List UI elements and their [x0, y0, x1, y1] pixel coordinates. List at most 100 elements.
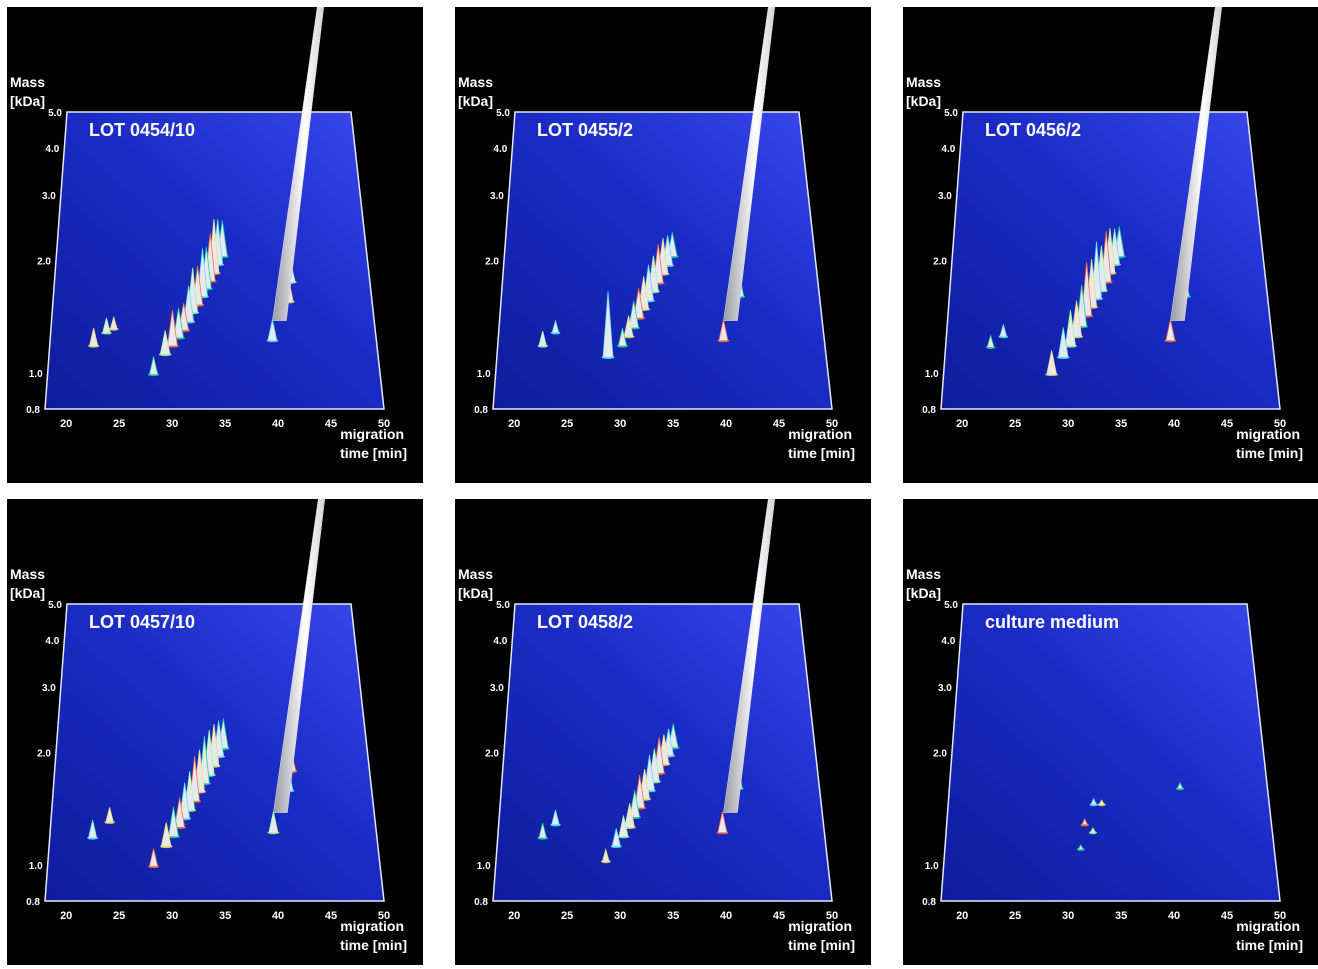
x-tick-label: 40	[1168, 418, 1180, 430]
x-tick-label: 45	[1221, 418, 1233, 430]
y-tick-label: 5.0	[48, 108, 62, 119]
y-axis-title: Mass	[906, 566, 941, 582]
y-tick-label: 4.0	[493, 144, 507, 155]
x-axis-title: migration	[1236, 918, 1300, 934]
y-axis-title: Mass	[458, 566, 493, 582]
x-tick-label: 45	[773, 418, 785, 430]
x-tick-label: 20	[60, 910, 72, 922]
y-tick-label: 1.0	[29, 369, 43, 380]
chart-svg: 0.8 1.0 2.0 3.0 4.0 5.0 20 25 30 35 40 45 50 Mass [kDa…	[7, 7, 423, 483]
x-tick-label: 35	[667, 418, 679, 430]
y-tick-label: 4.0	[941, 636, 955, 647]
x-tick-label: 40	[1168, 910, 1180, 922]
y-tick-label: 0.8	[474, 405, 488, 416]
x-axis-title: migration	[340, 426, 404, 442]
x-axis-title: migration	[340, 918, 404, 934]
y-tick-label: 4.0	[493, 636, 507, 647]
y-tick-label: 3.0	[42, 683, 56, 694]
chart-svg: 0.8 1.0 2.0 3.0 4.0 5.0 20 25 30 35 40 45 50 Mass [kDa…	[455, 7, 871, 483]
x-tick-label: 30	[1062, 418, 1074, 430]
x-axis-unit: time [min]	[340, 937, 407, 953]
x-tick-label: 25	[1009, 418, 1021, 430]
y-tick-label: 2.0	[933, 749, 947, 760]
x-tick-label: 45	[1221, 910, 1233, 922]
y-tick-label: 0.8	[474, 897, 488, 908]
chart-panel-4: 0.8 1.0 2.0 3.0 4.0 5.0 20 25 30 35 40 45 50 Mass [kDa…	[7, 499, 423, 965]
y-axis-title: Mass	[10, 74, 45, 90]
x-tick-label: 20	[508, 418, 520, 430]
y-axis-unit: [kDa]	[458, 585, 493, 601]
y-tick-label: 0.8	[26, 405, 40, 416]
y-tick-label: 3.0	[490, 191, 504, 202]
x-tick-label: 25	[113, 418, 125, 430]
y-tick-label: 4.0	[45, 636, 59, 647]
chart-panel-2: 0.8 1.0 2.0 3.0 4.0 5.0 20 25 30 35 40 45 50 Mass [kDa…	[455, 7, 871, 483]
y-axis-unit: [kDa]	[10, 93, 45, 109]
chart-svg: 0.8 1.0 2.0 3.0 4.0 5.0 20 25 30 35 40 45 50 Mass [kDa…	[903, 7, 1318, 483]
chart-panel-5: 0.8 1.0 2.0 3.0 4.0 5.0 20 25 30 35 40 45 50 Mass [kDa…	[455, 499, 871, 965]
chart-svg: 0.8 1.0 2.0 3.0 4.0 5.0 20 25 30 35 40 45 50 Mass [kDa…	[903, 499, 1318, 965]
x-tick-label: 20	[508, 910, 520, 922]
y-tick-label: 4.0	[941, 144, 955, 155]
x-tick-label: 45	[773, 910, 785, 922]
x-tick-label: 35	[1115, 910, 1127, 922]
y-tick-label: 5.0	[48, 600, 62, 611]
panel-title: LOT 0456/2	[985, 120, 1081, 140]
panel-title: LOT 0454/10	[89, 120, 195, 140]
x-tick-label: 40	[272, 418, 284, 430]
y-tick-label: 2.0	[37, 749, 51, 760]
y-tick-label: 3.0	[490, 683, 504, 694]
chart-panel-6: 0.8 1.0 2.0 3.0 4.0 5.0 20 25 30 35 40 45 50 Mass [kDa…	[903, 499, 1318, 965]
y-tick-label: 5.0	[944, 600, 958, 611]
x-tick-label: 35	[1115, 418, 1127, 430]
y-tick-label: 1.0	[477, 861, 491, 872]
y-axis-unit: [kDa]	[458, 93, 493, 109]
x-tick-label: 30	[166, 910, 178, 922]
panel-title: LOT 0455/2	[537, 120, 633, 140]
y-axis-unit: [kDa]	[10, 585, 45, 601]
x-axis-unit: time [min]	[1236, 937, 1303, 953]
x-tick-label: 40	[272, 910, 284, 922]
x-tick-label: 25	[113, 910, 125, 922]
x-tick-label: 30	[614, 910, 626, 922]
x-axis-title: migration	[1236, 426, 1300, 442]
y-tick-label: 3.0	[938, 683, 952, 694]
y-axis-title: Mass	[458, 74, 493, 90]
x-tick-label: 30	[614, 418, 626, 430]
panel-title: culture medium	[985, 612, 1119, 632]
surface-plane	[941, 604, 1280, 901]
x-axis-unit: time [min]	[788, 445, 855, 461]
panel-title: LOT 0458/2	[537, 612, 633, 632]
x-tick-label: 25	[561, 910, 573, 922]
x-axis-title: migration	[788, 918, 852, 934]
y-tick-label: 1.0	[925, 861, 939, 872]
x-axis-unit: time [min]	[788, 937, 855, 953]
y-axis-title: Mass	[906, 74, 941, 90]
y-tick-label: 0.8	[922, 405, 936, 416]
y-tick-label: 3.0	[42, 191, 56, 202]
x-axis-unit: time [min]	[1236, 445, 1303, 461]
y-tick-label: 3.0	[938, 191, 952, 202]
x-tick-label: 35	[219, 418, 231, 430]
panel-title: LOT 0457/10	[89, 612, 195, 632]
x-tick-label: 25	[561, 418, 573, 430]
y-tick-label: 4.0	[45, 144, 59, 155]
y-tick-label: 0.8	[26, 897, 40, 908]
chart-svg: 0.8 1.0 2.0 3.0 4.0 5.0 20 25 30 35 40 45 50 Mass [kDa…	[7, 499, 423, 965]
y-axis-title: Mass	[10, 566, 45, 582]
x-tick-label: 35	[667, 910, 679, 922]
y-tick-label: 0.8	[922, 897, 936, 908]
x-tick-label: 35	[219, 910, 231, 922]
x-tick-label: 40	[720, 418, 732, 430]
y-tick-label: 1.0	[477, 369, 491, 380]
y-tick-label: 1.0	[925, 369, 939, 380]
y-axis-unit: [kDa]	[906, 93, 941, 109]
y-tick-label: 5.0	[496, 108, 510, 119]
x-tick-label: 30	[1062, 910, 1074, 922]
x-tick-label: 20	[60, 418, 72, 430]
y-tick-label: 2.0	[933, 257, 947, 268]
y-tick-label: 1.0	[29, 861, 43, 872]
chart-svg: 0.8 1.0 2.0 3.0 4.0 5.0 20 25 30 35 40 45 50 Mass [kDa…	[455, 499, 871, 965]
y-axis-unit: [kDa]	[906, 585, 941, 601]
y-tick-label: 5.0	[496, 600, 510, 611]
